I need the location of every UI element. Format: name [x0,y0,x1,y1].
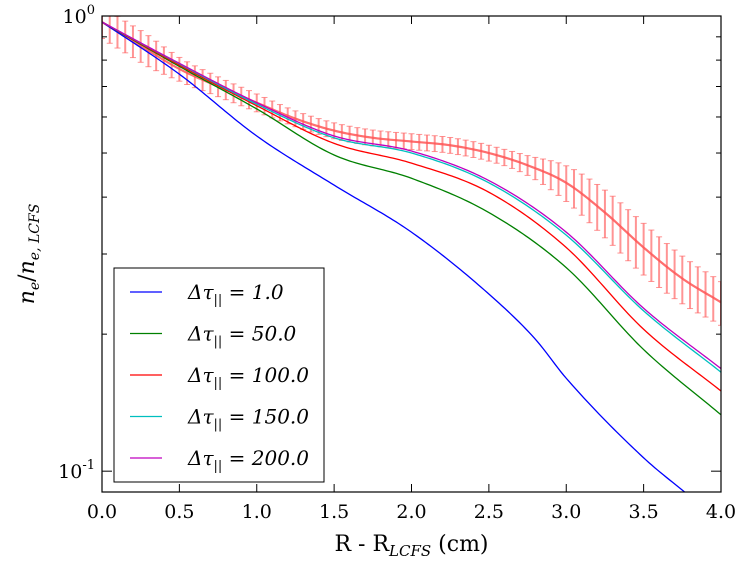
series-line-5 [102,21,721,370]
y-tick-label: 10-1 [58,458,95,483]
error-bar [718,281,721,326]
legend-label: Δτ|| = 100.0 [187,363,309,391]
error-bar [648,229,655,282]
legend-item: Δτ|| = 1.0 [130,280,284,308]
error-bar [671,249,678,300]
x-axis: 0.0 0.5 1.0 1.5 2.0 2.5 3.0 3.5 4.0 [87,16,736,523]
x-axis-label: R - RLCFS (cm) [334,532,488,560]
error-bar [632,216,639,269]
x-tick-label: 3.5 [629,501,659,523]
error-bar [656,236,663,289]
plot-frame [101,15,722,493]
legend-label: Δτ|| = 50.0 [187,322,297,350]
legend: Δτ|| = 1.0 Δτ|| = 50.0 Δτ|| = 100.0 Δτ|| = … [113,267,325,483]
legend-item: Δτ|| = 50.0 [130,322,297,350]
error-bar [694,266,701,314]
x-tick-label: 2.0 [396,501,426,523]
error-bar [702,271,709,318]
legend-label: Δτ|| = 1.0 [187,280,284,308]
x-tick-label: 1.5 [319,501,349,523]
legend-label: Δτ|| = 150.0 [187,405,309,433]
error-bar [640,222,647,276]
x-tick-label: 0.0 [87,501,117,523]
error-bar [617,202,624,254]
plot-area [102,16,721,492]
series-lines [102,21,721,492]
y-axis-label: ne/ne, LCFS [15,204,43,305]
series-line-2 [102,21,721,416]
legend-item: Δτ|| = 100.0 [130,363,309,391]
x-tick-label: 0.5 [164,501,194,523]
legend-label: Δτ|| = 200.0 [187,446,309,474]
series-line-4 [102,21,721,373]
x-tick-label: 1.0 [242,501,272,523]
experiment-profile [102,16,721,326]
y-tick-label: 100 [63,3,95,28]
x-tick-label: 3.0 [551,501,581,523]
series-line-1 [102,21,686,492]
error-bar [687,261,694,310]
error-bar [625,209,632,262]
x-tick-label: 2.5 [474,501,504,523]
error-bar [102,16,105,40]
error-bar [663,243,670,294]
legend-item: Δτ|| = 200.0 [130,446,309,474]
error-bar [679,255,686,305]
x-tick-label: 4.0 [706,501,736,523]
y-axis: 100 10-1 [58,3,721,483]
error-bar [609,195,616,246]
legend-item: Δτ|| = 150.0 [130,405,309,433]
series-line-3 [102,21,721,392]
